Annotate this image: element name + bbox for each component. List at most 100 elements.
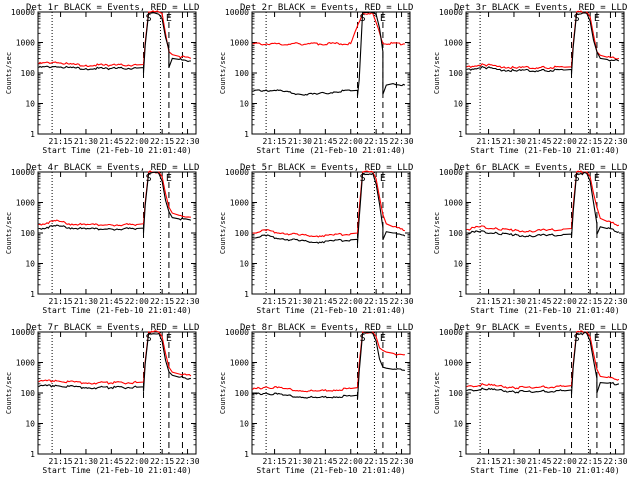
y-tick-label: 10 — [453, 100, 463, 109]
detector-panel: Det 6r BLACK = Events, RED = LLD 1 10 100 10… — [433, 163, 628, 315]
x-tick-label: 22:00 — [553, 297, 577, 306]
lld-series-line — [466, 330, 620, 390]
x-tick-label: 22:15 — [150, 297, 174, 306]
x-tick-label: 21:15 — [263, 457, 287, 466]
panel-title: Det 6r BLACK = Events, RED = LLD — [454, 163, 627, 173]
events-series-line — [252, 331, 405, 400]
y-axis-label: Counts/sec — [219, 212, 227, 254]
panel-title: Det 8r BLACK = Events, RED = LLD — [240, 323, 413, 333]
x-axis-label: Start Time (21-Feb-10 21:01:40) — [470, 146, 619, 155]
y-tick-label: 100 — [21, 389, 36, 398]
x-tick-label: 22:30 — [389, 297, 413, 306]
lld-series-line — [38, 10, 192, 67]
event-marker-label: E — [594, 173, 600, 184]
lld-series-line — [38, 330, 192, 385]
event-marker-label: S — [146, 173, 152, 184]
y-tick-label: 10000 — [225, 328, 249, 337]
x-tick-label: 21:45 — [527, 297, 551, 306]
detector-panel: Det 4r BLACK = Events, RED = LLD 1 10 100 10… — [5, 163, 200, 315]
y-tick-label: 10000 — [225, 8, 249, 17]
y-tick-label: 100 — [449, 389, 464, 398]
x-tick-label: 21:15 — [477, 457, 501, 466]
x-tick-label: 22:30 — [175, 297, 199, 306]
y-tick-label: 10 — [239, 260, 249, 269]
y-tick-label: 1000 — [16, 359, 35, 368]
x-axis-label: Start Time (21-Feb-10 21:01:40) — [256, 466, 405, 475]
x-tick-label: 22:00 — [339, 137, 363, 146]
y-tick-label: 1000 — [16, 199, 35, 208]
y-tick-label: 10 — [25, 100, 35, 109]
plot-frame — [251, 11, 411, 135]
y-tick-label: 100 — [235, 69, 250, 78]
event-marker-label: E — [380, 333, 386, 344]
x-axis-label: Start Time (21-Feb-10 21:01:40) — [470, 306, 619, 315]
x-tick-label: 21:30 — [288, 457, 312, 466]
y-tick-label: 100 — [449, 69, 464, 78]
x-tick-label: 21:30 — [74, 457, 98, 466]
events-series-line — [38, 171, 192, 234]
panel-title: Det 9r BLACK = Events, RED = LLD — [454, 323, 627, 333]
event-marker-label: E — [166, 173, 172, 184]
y-axis-label: Counts/sec — [5, 212, 13, 254]
x-tick-label: 21:30 — [288, 137, 312, 146]
x-tick-label: 22:15 — [364, 297, 388, 306]
x-axis-label: Start Time (21-Feb-10 21:01:40) — [256, 146, 405, 155]
x-tick-label: 22:15 — [578, 137, 602, 146]
x-tick-label: 22:00 — [339, 297, 363, 306]
events-series-line — [38, 332, 192, 392]
x-tick-label: 22:00 — [553, 137, 577, 146]
events-series-line — [38, 12, 191, 74]
event-marker-label: E — [166, 333, 172, 344]
y-axis-label: Counts/sec — [5, 52, 13, 94]
x-tick-label: 21:15 — [263, 297, 287, 306]
event-marker-label: S — [360, 333, 366, 344]
event-marker-label: S — [574, 13, 580, 24]
y-tick-label: 1 — [244, 450, 249, 459]
x-axis-label: Start Time (21-Feb-10 21:01:40) — [256, 306, 405, 315]
detector-panel: Det 3r BLACK = Events, RED = LLD 1 10 100 10… — [433, 3, 628, 155]
y-axis-label: Counts/sec — [219, 372, 227, 414]
x-tick-label: 21:15 — [49, 137, 73, 146]
detector-panel: Det 5r BLACK = Events, RED = LLD 1 10 100 10… — [219, 163, 414, 315]
y-tick-label: 10 — [25, 420, 35, 429]
x-tick-label: 21:30 — [502, 297, 526, 306]
y-tick-label: 10000 — [225, 168, 249, 177]
y-tick-label: 10 — [239, 100, 249, 109]
x-tick-label: 22:30 — [603, 137, 627, 146]
x-axis-label: Start Time (21-Feb-10 21:01:40) — [470, 466, 619, 475]
y-tick-label: 10000 — [11, 8, 35, 17]
x-tick-label: 21:15 — [263, 137, 287, 146]
x-axis-label: Start Time (21-Feb-10 21:01:40) — [42, 146, 191, 155]
y-tick-label: 1 — [458, 290, 463, 299]
x-tick-label: 22:30 — [603, 457, 627, 466]
event-marker-label: E — [166, 13, 172, 24]
y-tick-label: 10000 — [439, 168, 463, 177]
events-series-line — [466, 12, 620, 75]
y-tick-label: 1000 — [444, 199, 463, 208]
y-tick-label: 1000 — [16, 39, 35, 48]
y-axis-label: Counts/sec — [433, 52, 441, 94]
x-tick-label: 22:00 — [125, 457, 149, 466]
y-tick-label: 10000 — [11, 328, 35, 337]
y-tick-label: 1000 — [444, 359, 463, 368]
event-marker-label: E — [594, 13, 600, 24]
y-tick-label: 10 — [25, 260, 35, 269]
panel-title: Det 7r BLACK = Events, RED = LLD — [26, 323, 199, 333]
y-tick-label: 1000 — [230, 199, 249, 208]
x-tick-label: 21:30 — [74, 297, 98, 306]
x-tick-label: 21:45 — [527, 457, 551, 466]
x-tick-label: 22:00 — [125, 137, 149, 146]
event-marker-label: S — [146, 333, 152, 344]
events-series-line — [466, 171, 620, 238]
x-tick-label: 22:30 — [603, 297, 627, 306]
x-tick-label: 21:45 — [99, 457, 123, 466]
x-tick-label: 22:00 — [339, 457, 363, 466]
x-tick-label: 21:30 — [288, 297, 312, 306]
y-tick-label: 1 — [244, 130, 249, 139]
y-tick-label: 1 — [30, 450, 35, 459]
x-tick-label: 21:30 — [74, 137, 98, 146]
plot-frame — [37, 11, 197, 135]
x-tick-label: 22:30 — [175, 137, 199, 146]
panel-title: Det 1r BLACK = Events, RED = LLD — [26, 3, 199, 13]
y-tick-label: 10 — [453, 420, 463, 429]
